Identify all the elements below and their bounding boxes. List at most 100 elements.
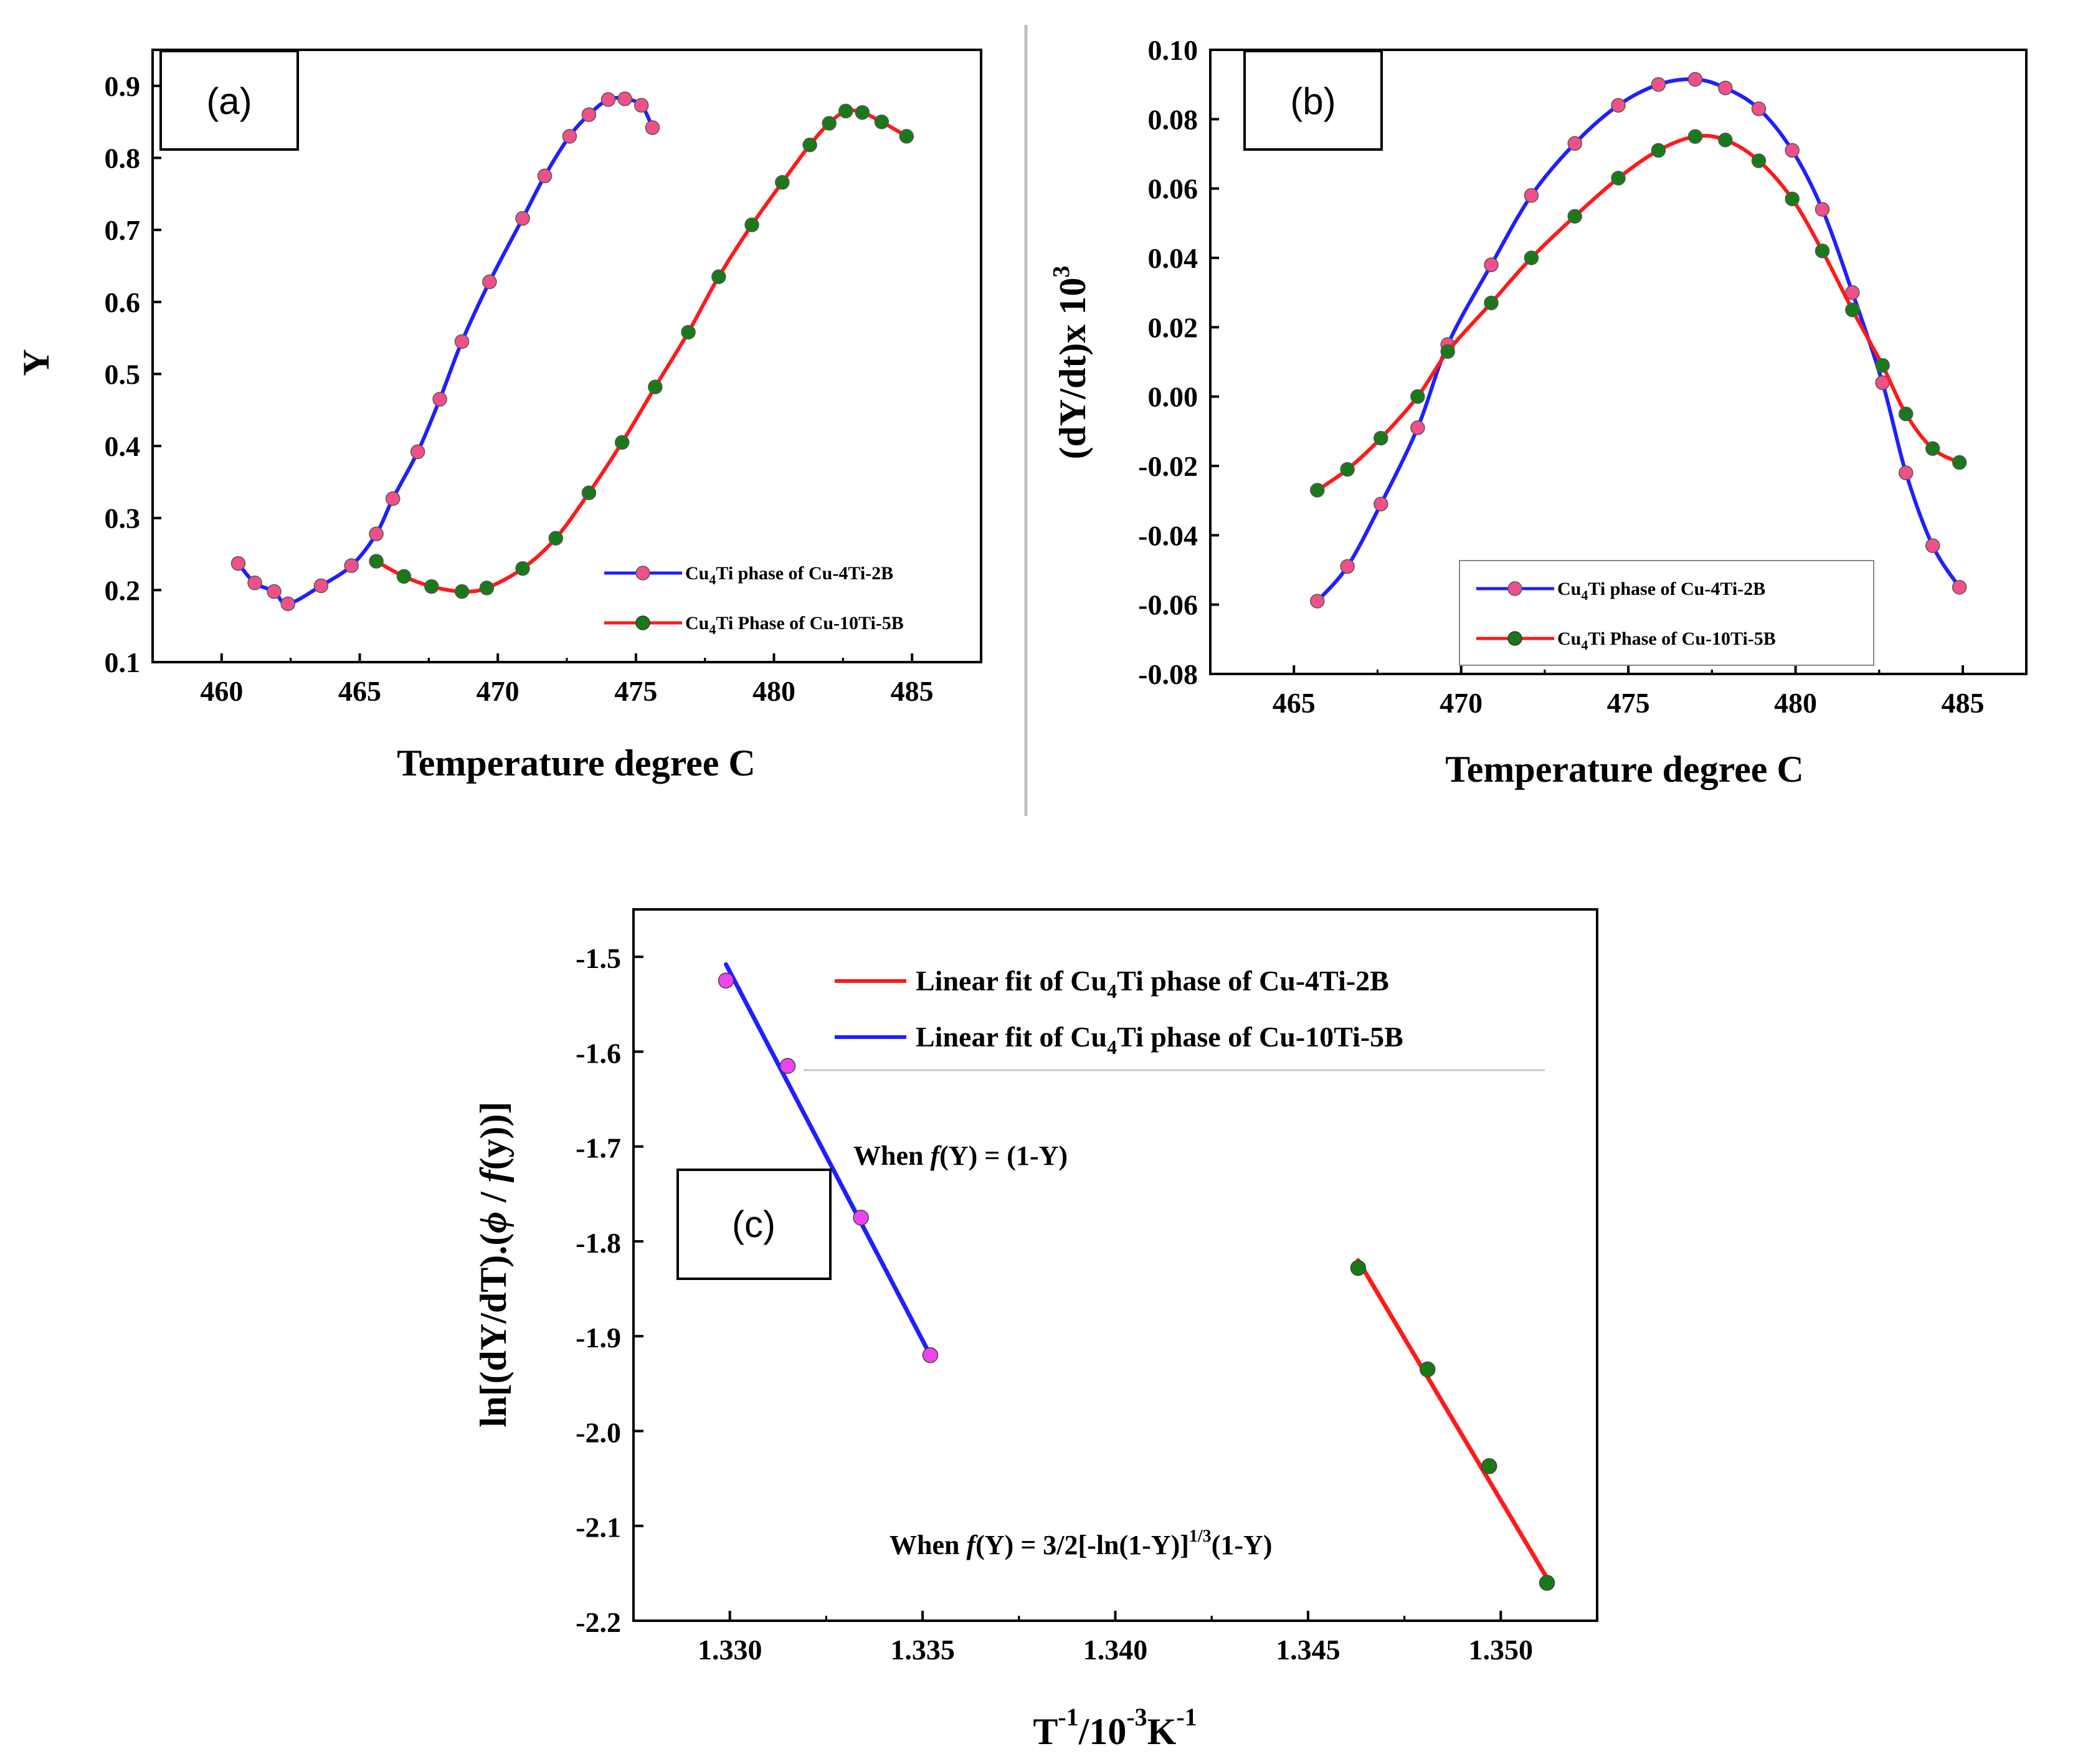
panel-a-ylabel: Y bbox=[16, 349, 57, 376]
panel-b-series-line-2 bbox=[1315, 133, 1962, 492]
panel-b-data-point bbox=[1410, 420, 1425, 435]
panel-b-data-point bbox=[1898, 465, 1914, 480]
panel-a-data-point bbox=[267, 584, 282, 599]
panel-a-data-point bbox=[537, 168, 553, 184]
panel-c-ytick-label: -1.7 bbox=[576, 1132, 621, 1164]
panel-a-data-point bbox=[247, 576, 262, 590]
panel-c-legend-text-2: Linear fit of Cu4Ti phase of Cu-10Ti-5B bbox=[916, 1021, 1403, 1058]
panel-a-ytick-label: 0.9 bbox=[105, 70, 141, 102]
panel-a-data-point bbox=[648, 379, 663, 394]
panel-c-fit-line-1 bbox=[724, 962, 932, 1358]
panel-c-ytick-label: -1.9 bbox=[576, 1322, 621, 1354]
panel-a-ytick-label: 0.4 bbox=[105, 430, 141, 462]
panel-c-data-point bbox=[1419, 1361, 1436, 1378]
panel-b-data-point bbox=[1524, 188, 1539, 203]
panel-b-data-point bbox=[1484, 257, 1499, 272]
panel-b-data-point bbox=[1340, 559, 1355, 574]
panel-c-ytick-label: -2.2 bbox=[576, 1606, 621, 1638]
panel-a-data-point bbox=[874, 114, 890, 130]
panel-a-xtick-label: 460 bbox=[200, 675, 243, 707]
panel-c-ytick-label: -2.0 bbox=[576, 1416, 621, 1448]
panel-b-data-point bbox=[1651, 77, 1666, 92]
panel-c-xtick-label: 1.330 bbox=[698, 1634, 762, 1666]
panel-c-data-point bbox=[718, 972, 734, 989]
panel-a-label-box bbox=[159, 50, 299, 151]
panel-a-label: (a) bbox=[206, 80, 252, 122]
panel-a-data-point bbox=[802, 137, 817, 153]
panel-c-data-point bbox=[779, 1058, 796, 1074]
panel-c-xtick-label: 1.350 bbox=[1469, 1634, 1534, 1666]
panel-a-xtick-label: 465 bbox=[338, 675, 381, 707]
panel-a-data-point bbox=[681, 325, 696, 340]
panel-a-data-point bbox=[385, 491, 401, 506]
panel-b-data-point bbox=[1751, 153, 1767, 168]
panel-a-data-point bbox=[454, 334, 470, 349]
panel-b-data-point bbox=[1815, 244, 1830, 258]
panel-b-data-point bbox=[1898, 406, 1914, 422]
panel-a-data-point bbox=[633, 98, 649, 113]
panel-b-data-point bbox=[1374, 430, 1388, 446]
panel-c-label-box bbox=[676, 1169, 832, 1280]
panel-a-data-point bbox=[344, 558, 359, 573]
panel-c-ylabel: ln[(dY/dT).(ϕ / f(y))] bbox=[473, 1101, 514, 1427]
panel-b-data-point bbox=[1952, 455, 1967, 470]
panel-a: 460 465 470 475 480 485 0.1 0.2 0.3 0.4 0.5 0.6 0.7 0… bbox=[16, 49, 982, 784]
panel-b-ytick-label: 0.06 bbox=[1148, 173, 1198, 205]
panel-a-data-point bbox=[482, 274, 497, 290]
panel-a-data-point bbox=[581, 485, 597, 500]
panel-c-data-point bbox=[853, 1210, 869, 1226]
panel-a-ytick-label: 0.3 bbox=[105, 503, 141, 534]
panel-b-ytick-label: 0.02 bbox=[1148, 311, 1198, 343]
panel-b-data-point bbox=[1567, 209, 1582, 224]
panel-b-label: (b) bbox=[1290, 80, 1336, 122]
panel-b-ytick-label: -0.06 bbox=[1138, 589, 1198, 621]
panel-c-series bbox=[718, 962, 1555, 1591]
panel-b-data-point bbox=[1687, 129, 1703, 144]
panel-a-ytick-label: 0.2 bbox=[105, 574, 141, 606]
panel-a-legend-marker-2 bbox=[635, 615, 650, 630]
panel-a-data-point bbox=[838, 103, 853, 119]
panel-a-xtick-label: 485 bbox=[891, 675, 934, 707]
panel-b-data-point bbox=[1687, 72, 1703, 87]
panel-c: 1.330 1.335 1.340 1.345 1.350 -2.2 -2.1 -2.0 -1.… bbox=[473, 908, 1598, 1752]
panel-b-legend-marker-2 bbox=[1507, 631, 1522, 646]
panel-a-data-point bbox=[899, 129, 914, 144]
panel-a-legend-marker-1 bbox=[635, 566, 650, 581]
panel-a-data-point bbox=[775, 175, 790, 190]
panel-a-legend-text-1: Cu4Ti phase of Cu-4Ti-2B bbox=[685, 563, 893, 587]
panel-b-data-point bbox=[1718, 80, 1733, 95]
panel-b-xlabel: Temperature degree C bbox=[1445, 749, 1803, 790]
panel-a-data-point bbox=[424, 579, 439, 594]
panel-a-data-point bbox=[280, 596, 295, 612]
panel-c-data-point bbox=[1539, 1575, 1555, 1591]
panel-a-data-point bbox=[369, 526, 384, 541]
panel-b-xtick-label: 475 bbox=[1607, 687, 1650, 719]
panel-c-legend: Linear fit of Cu4Ti phase of Cu-4Ti-2B L… bbox=[804, 965, 1545, 1071]
panel-a-series-line-2 bbox=[374, 108, 909, 594]
panel-c-legend-text-1: Linear fit of Cu4Ti phase of Cu-4Ti-2B bbox=[916, 965, 1389, 1002]
panel-a-data-point bbox=[744, 217, 759, 232]
panel-b-ytick-label: -0.02 bbox=[1138, 450, 1198, 482]
panel-b-data-point bbox=[1340, 462, 1355, 477]
panel-b-legend-marker-1 bbox=[1507, 581, 1522, 596]
panel-b-series-line-1 bbox=[1315, 77, 1962, 604]
panel-c-xlabel: T-1/10-3K-1 bbox=[1033, 1703, 1197, 1752]
panel-b-legend-text-1: Cu4Ti phase of Cu-4Ti-2B bbox=[1557, 579, 1765, 603]
panel-b-data-point bbox=[1845, 302, 1860, 318]
panel-b-ytick-label: 0.00 bbox=[1148, 381, 1198, 413]
panel-b-data-point bbox=[1785, 191, 1800, 207]
panel-b-data-point bbox=[1374, 496, 1388, 511]
panel-a-data-point bbox=[396, 569, 412, 584]
panel-c-data-point bbox=[1350, 1259, 1367, 1276]
panel-b-series bbox=[1310, 72, 1967, 609]
panel-b: 465 470 475 480 485 -0.08 -0.06 -0.04 -0.02 0.00 0… bbox=[1048, 34, 2028, 790]
panel-b-ytick-label: -0.04 bbox=[1138, 519, 1198, 551]
panel-a-ytick-label: 0.8 bbox=[105, 142, 141, 174]
panel-b-data-point bbox=[1785, 143, 1800, 158]
panel-b-data-point bbox=[1484, 295, 1499, 311]
panel-b-data-point bbox=[1567, 136, 1582, 151]
panel-b-ytick-label: 0.08 bbox=[1148, 103, 1198, 135]
panel-b-data-point bbox=[1611, 171, 1626, 186]
panel-b-legend-text-2: Cu4Ti Phase of Cu-10Ti-5B bbox=[1557, 628, 1776, 653]
